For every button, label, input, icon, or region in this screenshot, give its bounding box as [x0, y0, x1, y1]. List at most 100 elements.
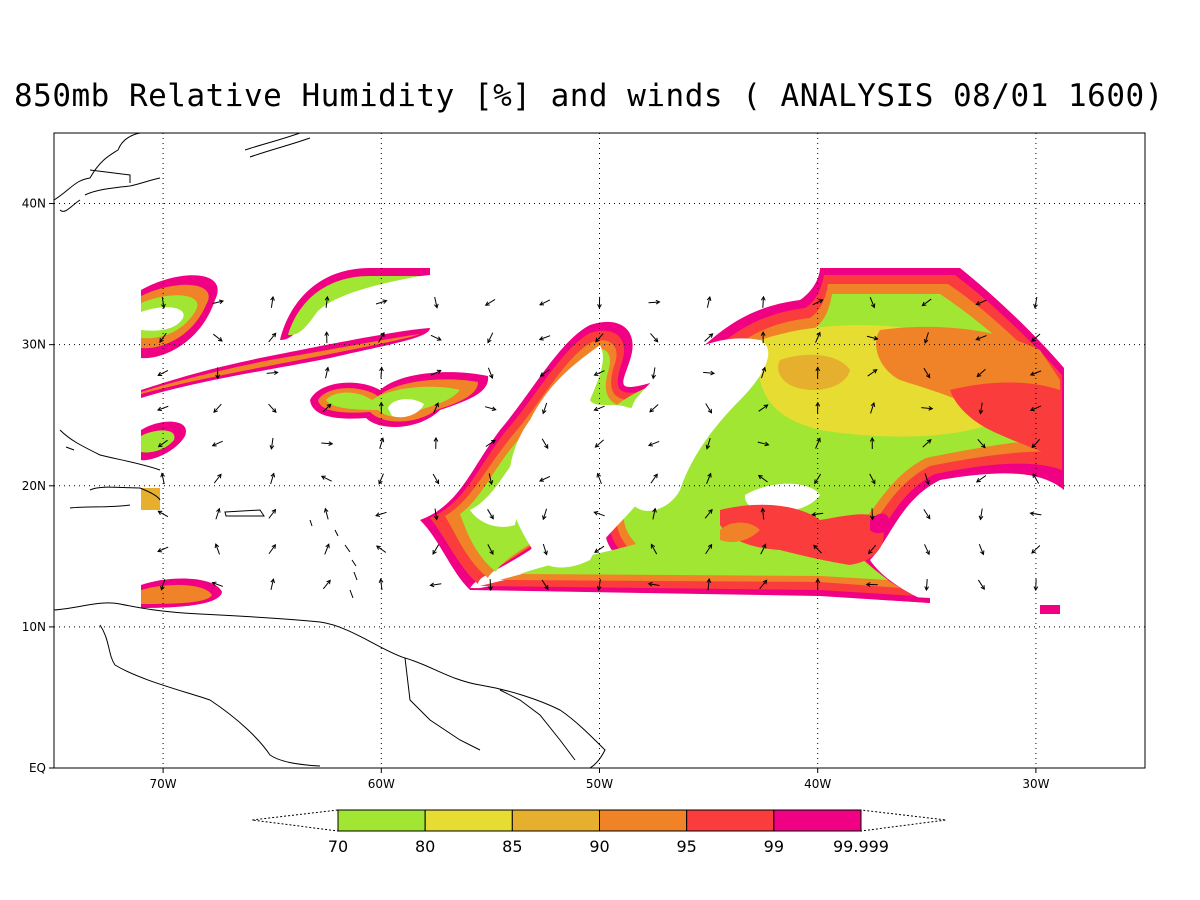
wind-arrow-119	[159, 332, 167, 343]
wind-arrow-129	[704, 333, 714, 342]
wind-arrow-124	[430, 334, 442, 341]
wind-arrow-36	[268, 508, 277, 519]
wind-arrow-57	[488, 473, 494, 486]
latitude-ticks: EQ 10N 20N 30N 40N	[22, 197, 54, 775]
colorbar-low-arrow	[251, 809, 339, 832]
lon-tick-label-4: 30W	[1022, 777, 1049, 791]
humidity-blob-hispaniola	[141, 488, 160, 510]
wind-arrow-73	[433, 436, 439, 449]
colorbar-segment-0	[337, 809, 426, 832]
wind-arrow-79	[757, 441, 770, 447]
wind-arrow-139	[324, 295, 330, 308]
humidity-blob-hole	[388, 399, 424, 418]
lat-lon-grid	[54, 133, 1145, 768]
wind-arrow-115	[867, 369, 878, 377]
wind-arrow-113	[761, 366, 767, 379]
wind-arrow-95	[705, 403, 713, 414]
wind-arrow-7	[541, 579, 549, 591]
wind-arrow-58	[539, 475, 551, 482]
wind-arrow-74	[485, 439, 496, 447]
wind-arrow-110	[593, 370, 605, 376]
lon-tick-label-2: 50W	[586, 777, 613, 791]
wind-arrow-141	[434, 296, 439, 309]
wind-arrow-102	[157, 369, 169, 376]
coast-hispaniola	[69, 486, 161, 509]
wind-arrow-68	[157, 439, 168, 448]
wind-arrow-87	[268, 403, 277, 414]
wind-arrow-103	[215, 367, 221, 380]
wind-arrow-138	[270, 295, 275, 308]
lat-tick-label-3: 30N	[22, 338, 46, 352]
coast-puerto-rico	[224, 509, 265, 517]
colorbar-label-3: 90	[589, 837, 609, 856]
coast-north-america	[54, 133, 161, 212]
wind-arrow-41	[542, 508, 548, 521]
humidity-loop-inner	[288, 276, 420, 336]
wind-arrow-96	[758, 404, 769, 412]
wind-arrow-114	[815, 366, 821, 379]
wind-arrow-120	[213, 333, 223, 342]
wind-arrow-131	[815, 331, 821, 343]
wind-vectors	[156, 295, 1042, 592]
wind-arrow-100	[978, 402, 984, 415]
wind-arrow-69	[211, 440, 223, 447]
wind-arrow-21	[375, 545, 387, 553]
wind-arrow-127	[595, 333, 604, 343]
wind-arrow-125	[487, 332, 494, 344]
lat-tick-label-0: EQ	[29, 761, 46, 775]
wind-arrow-40	[487, 509, 494, 520]
wind-arrow-55	[378, 473, 384, 485]
coast-lesser-antilles	[309, 519, 358, 599]
wind-arrow-54	[320, 475, 332, 482]
wind-arrow-15	[977, 579, 985, 591]
wind-arrow-23	[487, 544, 494, 556]
humidity-hole-center	[508, 345, 640, 568]
wind-arrow-150	[921, 298, 932, 307]
wind-arrow-18	[214, 543, 220, 555]
humidity-hole-band	[470, 440, 540, 527]
wind-arrow-11	[759, 579, 768, 590]
wind-arrow-34	[157, 510, 169, 518]
wind-arrow-70	[269, 437, 275, 450]
wind-arrow-13	[865, 582, 878, 587]
humidity-streak-south	[470, 588, 930, 603]
colorbar-label-5: 99	[764, 837, 784, 856]
wind-arrow-50	[1029, 511, 1042, 516]
wind-arrow-77	[647, 440, 660, 447]
wind-arrow-142	[484, 299, 496, 306]
wind-arrow-81	[869, 436, 875, 449]
wind-arrow-12	[815, 578, 821, 591]
lon-tick-label-3: 40W	[804, 777, 831, 791]
wind-arrow-6	[488, 579, 493, 592]
humidity-blob-venezuela-inner	[141, 584, 212, 604]
wind-arrow-78	[705, 438, 711, 450]
wind-arrow-152	[1033, 296, 1038, 309]
wind-arrow-17	[157, 546, 169, 553]
humidity-loop-outer	[280, 268, 430, 340]
wind-arrow-62	[757, 474, 768, 483]
colorbar-segment-1	[424, 809, 513, 832]
wind-arrow-65	[924, 473, 930, 485]
humidity-blob-inner	[326, 386, 460, 417]
wind-arrow-38	[375, 511, 387, 517]
wind-arrow-91	[484, 406, 497, 412]
wind-arrow-99	[921, 406, 934, 411]
wind-arrow-22	[432, 544, 440, 555]
wind-arrow-128	[650, 333, 659, 343]
wind-arrow-49	[978, 508, 984, 521]
page-title: 850mb Relative Humidity [%] and winds ( …	[14, 78, 1164, 114]
colorbar-segment-2	[511, 809, 600, 832]
coast-nova-scotia	[244, 133, 311, 158]
wind-arrow-89	[378, 401, 384, 414]
humidity-central-core-gold	[778, 354, 850, 390]
wind-arrow-0	[160, 579, 166, 591]
humidity-field	[141, 268, 1064, 614]
colorbar-segment-3	[599, 809, 688, 832]
lon-tick-label-1: 60W	[368, 777, 395, 791]
colorbar-segment-4	[686, 809, 775, 832]
wind-arrow-14	[924, 579, 929, 592]
humidity-hole-east	[624, 338, 769, 511]
wind-arrow-48	[923, 509, 931, 520]
lat-tick-label-2: 20N	[22, 479, 46, 493]
wind-arrow-52	[213, 473, 222, 484]
